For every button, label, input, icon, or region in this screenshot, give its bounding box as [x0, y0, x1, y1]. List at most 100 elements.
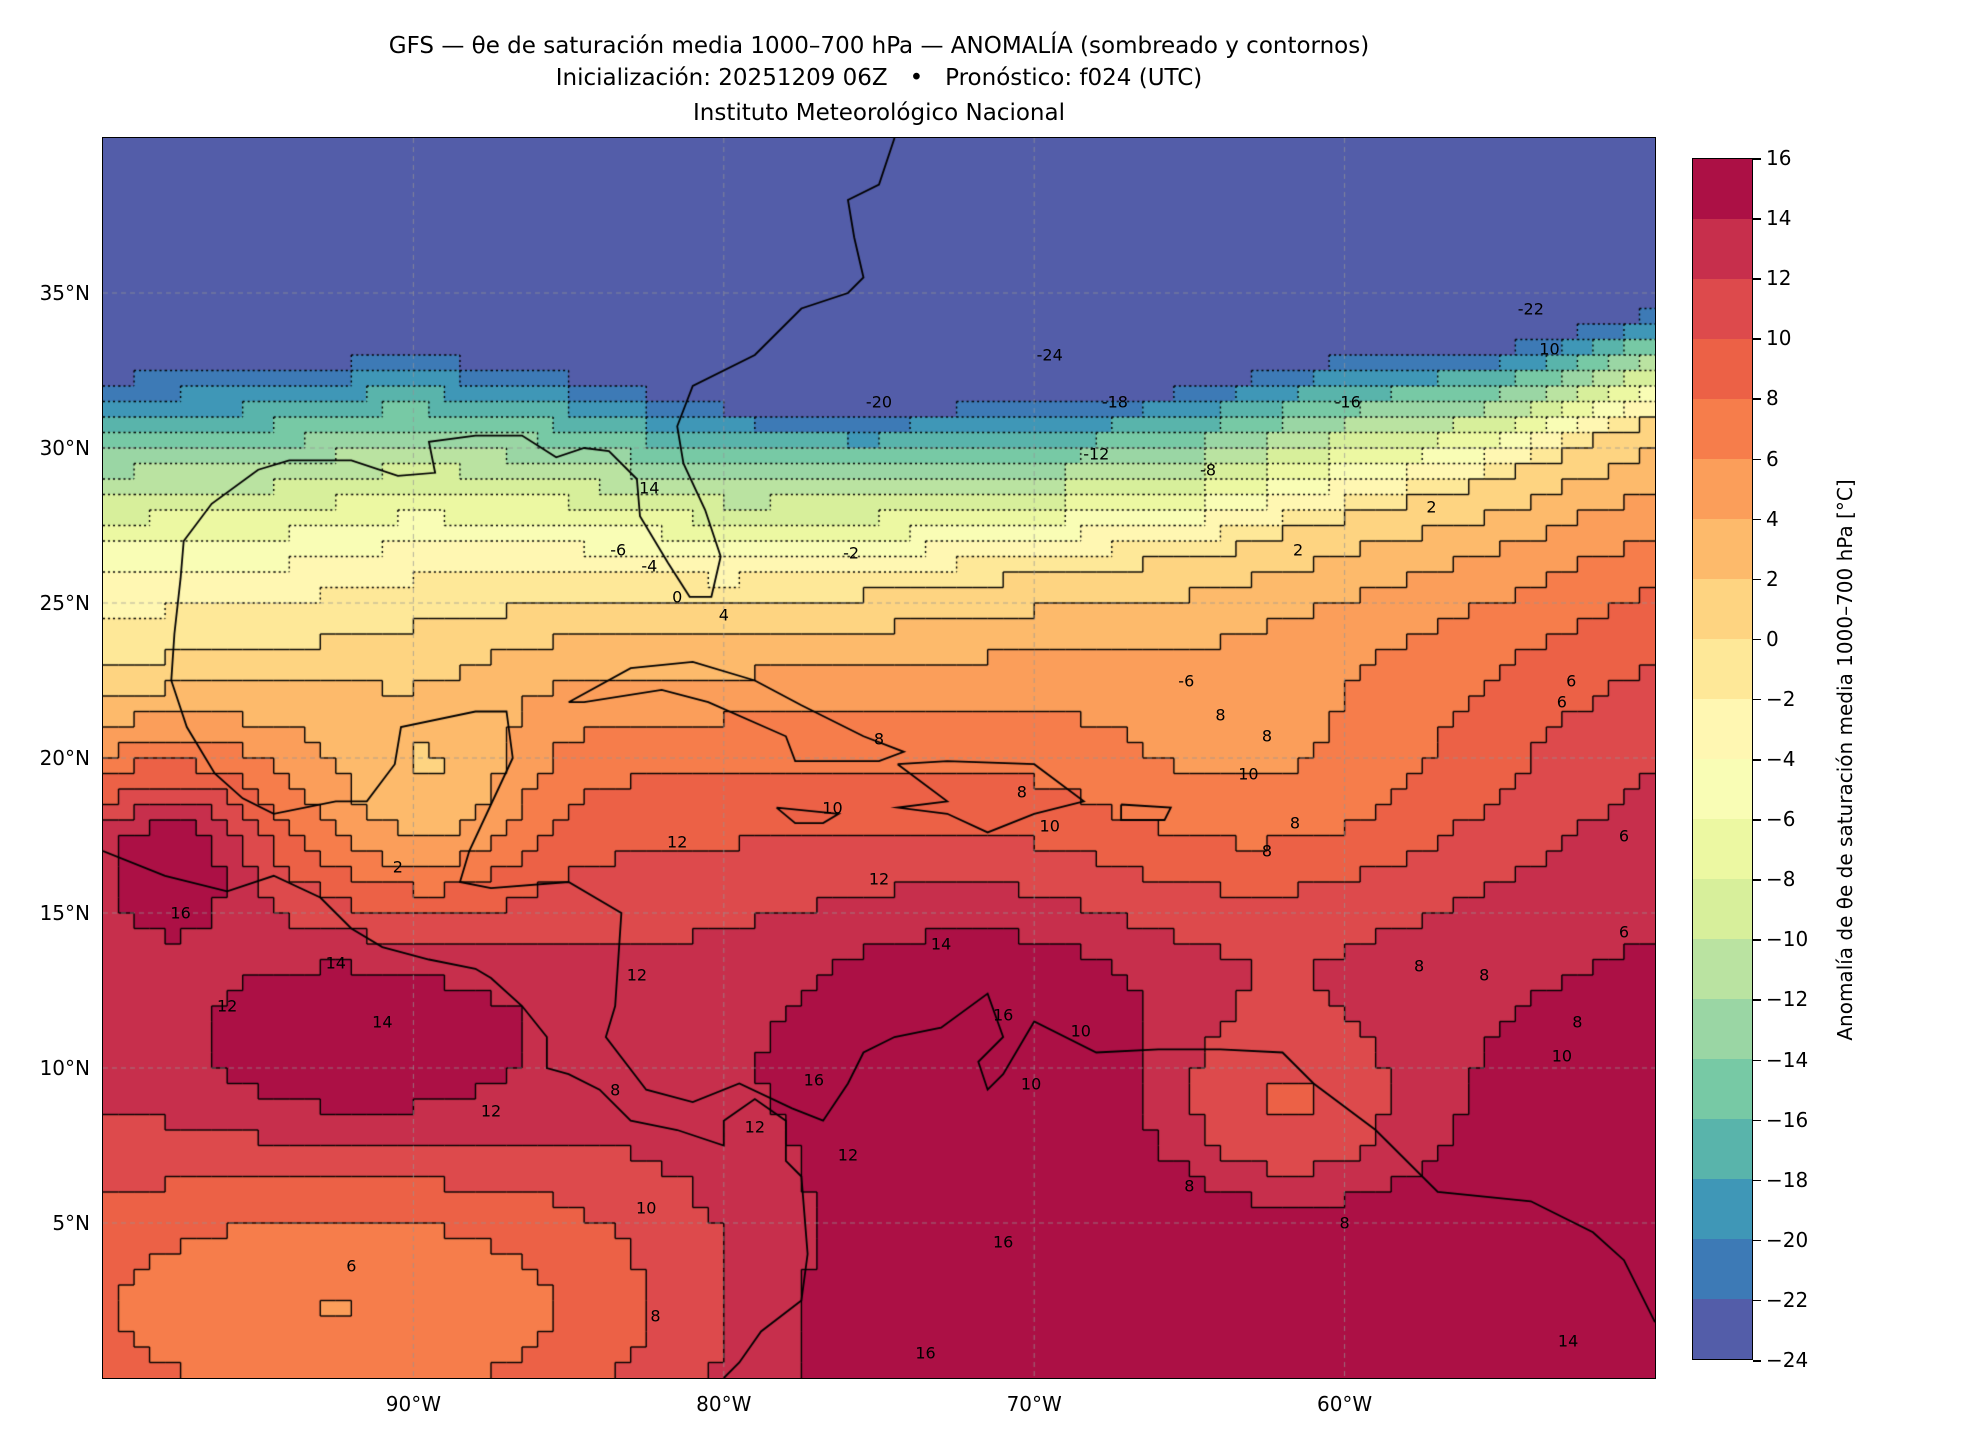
colorbar-tick-label: 14: [1766, 206, 1792, 231]
colorbar-tick-label: −6: [1766, 807, 1796, 832]
colorbar-tick-label: −10: [1766, 927, 1809, 952]
contour-label: -12: [1083, 444, 1110, 464]
contour-label: 8: [1261, 841, 1273, 861]
contour-label: -24: [1036, 345, 1063, 365]
lat-tick-label: 35°N: [39, 281, 90, 305]
contour-label: 8: [650, 1306, 661, 1326]
lon-tick-label: 60°W: [1316, 1392, 1373, 1416]
contour-label: 16: [992, 1232, 1014, 1252]
title-line-2: Inicialización: 20251209 06Z • Pronóstic…: [555, 65, 1203, 91]
title-line-3: Instituto Meteorológico Nacional: [693, 100, 1065, 126]
colorbar-tick: [1753, 1059, 1761, 1061]
colorbar: [1692, 158, 1753, 1360]
lat-tick-label: 30°N: [39, 436, 90, 460]
contour-label: 14: [372, 1012, 393, 1031]
contour-label: 16: [170, 903, 191, 923]
contour-label: 8: [1184, 1176, 1195, 1196]
contour-label: 16: [915, 1343, 936, 1363]
colorbar-tick: [1753, 1239, 1761, 1242]
colorbar-bin: [1693, 699, 1752, 759]
anomaly-map: [103, 138, 1655, 1378]
contour-label: 16: [992, 1005, 1014, 1025]
colorbar-bin: [1693, 219, 1752, 279]
colorbar-tick: [1753, 578, 1761, 581]
contour-label: -4: [641, 556, 658, 576]
contour-label: 6: [1556, 692, 1567, 712]
colorbar-bin: [1693, 639, 1752, 699]
colorbar-bin: [1693, 819, 1752, 879]
colorbar-tick-label: −24: [1766, 1348, 1809, 1372]
colorbar-bin: [1693, 459, 1752, 519]
colorbar-tick: [1753, 1360, 1761, 1362]
colorbar-bin: [1693, 759, 1752, 819]
title-line-1: GFS — θe de saturación media 1000–700 hP…: [388, 33, 1370, 59]
contour-label: 10: [1020, 1074, 1042, 1093]
colorbar-tick-label: 12: [1766, 266, 1792, 291]
colorbar-bin: [1693, 519, 1752, 579]
colorbar-tick: [1753, 1179, 1761, 1182]
contour-label: 14: [1557, 1331, 1579, 1351]
contour-label: 10: [636, 1198, 657, 1217]
colorbar-bin: [1693, 399, 1752, 459]
colorbar-tick: [1753, 458, 1761, 460]
colorbar-bin: [1693, 1119, 1752, 1179]
contour-label: 8: [610, 1080, 621, 1100]
contour-label: 12: [667, 832, 688, 852]
lat-tick-label: 25°N: [39, 591, 90, 615]
contour-label: 8: [1016, 782, 1027, 802]
contour-label: 8: [1289, 813, 1301, 833]
colorbar-tick-label: 4: [1766, 506, 1779, 531]
colorbar-tick-label: 8: [1766, 386, 1779, 411]
colorbar-tick: [1753, 939, 1761, 941]
colorbar-bin: [1693, 999, 1752, 1059]
contour-label: 6: [1566, 671, 1577, 690]
colorbar-tick-label: 10: [1766, 326, 1792, 351]
contour-label: 2: [1426, 497, 1437, 517]
contour-label: 8: [1414, 956, 1425, 976]
contour-label: -2: [843, 543, 860, 563]
colorbar-tick: [1753, 1119, 1761, 1122]
contour-label: 8: [1479, 965, 1490, 985]
lat-tick-label: 15°N: [39, 901, 90, 925]
colorbar-tick-label: −18: [1766, 1167, 1809, 1192]
colorbar-tick: [1753, 518, 1761, 521]
colorbar-bin: [1693, 159, 1752, 219]
contour-label: 6: [1618, 826, 1630, 845]
contour-label: 12: [480, 1101, 502, 1121]
colorbar-tick-label: −16: [1766, 1107, 1809, 1132]
colorbar-bin: [1693, 1179, 1752, 1239]
contour-label: 12: [626, 965, 648, 985]
contour-label: 10: [1039, 816, 1060, 836]
contour-label: 10: [1539, 339, 1560, 359]
colorbar-tick: [1753, 278, 1761, 280]
colorbar-tick-label: −22: [1766, 1287, 1809, 1312]
colorbar-tick-label: 16: [1766, 146, 1792, 170]
contour-label: 8: [873, 729, 885, 749]
lat-tick-label: 10°N: [39, 1056, 90, 1080]
colorbar-tick: [1753, 698, 1761, 701]
contour-label: -6: [610, 540, 627, 560]
colorbar-tick-label: −8: [1766, 867, 1796, 892]
contour-label: 10: [1238, 764, 1259, 783]
contour-label: 14: [639, 478, 660, 498]
contour-label: -6: [1178, 671, 1195, 690]
contour-label: -8: [1200, 460, 1216, 480]
contour-label: 10: [1070, 1021, 1091, 1041]
contour-label: 12: [744, 1117, 766, 1137]
colorbar-tick-label: −14: [1766, 1047, 1809, 1072]
contour-label: 8: [1572, 1012, 1583, 1031]
colorbar-bin: [1693, 339, 1752, 399]
contour-label: 12: [216, 996, 238, 1016]
colorbar-bin: [1693, 879, 1752, 939]
colorbar-tick: [1753, 879, 1761, 881]
contour-label: 12: [868, 869, 890, 889]
colorbar-tick-label: 0: [1766, 626, 1779, 651]
contour-label: -22: [1517, 299, 1544, 318]
colorbar-tick-label: −2: [1766, 686, 1796, 711]
lat-tick-label: 5°N: [52, 1211, 90, 1235]
colorbar-tick-label: −4: [1766, 747, 1796, 771]
colorbar-tick: [1753, 338, 1761, 340]
contour-label: 14: [325, 953, 346, 973]
colorbar-tick-label: −20: [1766, 1227, 1809, 1252]
lon-tick-label: 70°W: [1006, 1392, 1062, 1416]
